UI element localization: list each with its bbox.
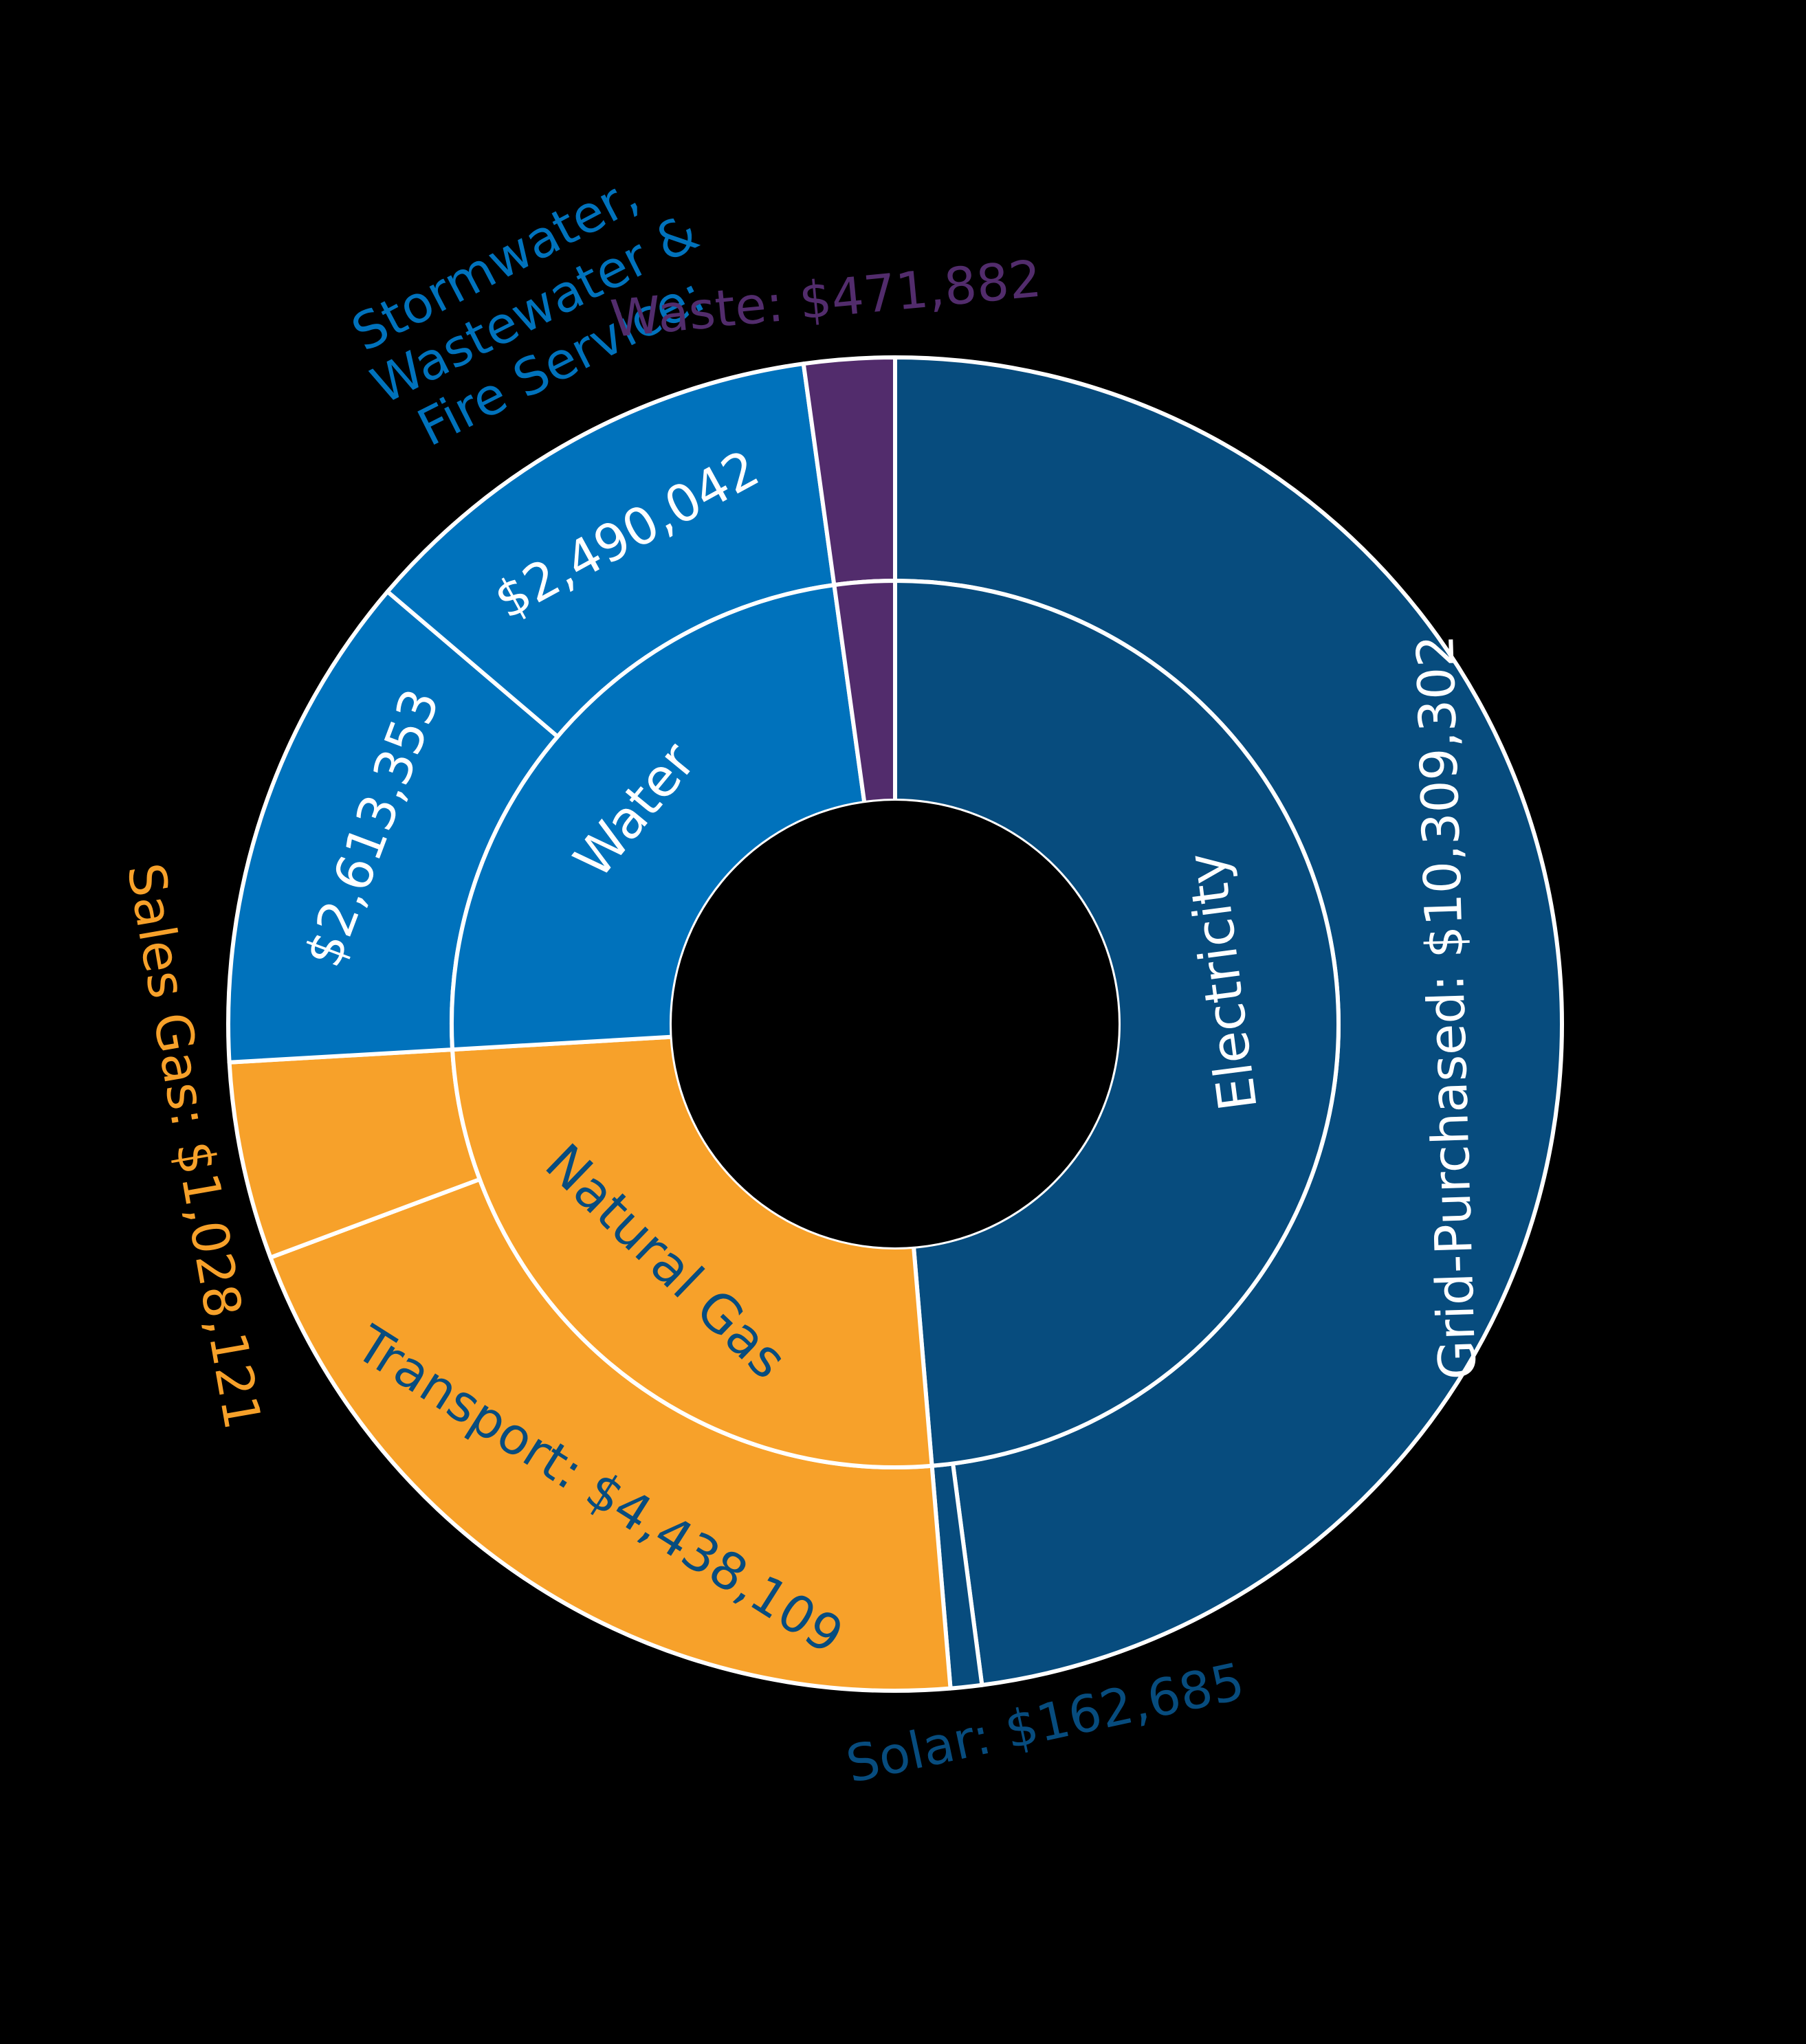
inner-segment-natural-gas [450, 1034, 934, 1469]
inner-ring [450, 579, 1341, 1469]
outer-ring [226, 355, 1565, 1693]
center-hole [672, 801, 1119, 1247]
